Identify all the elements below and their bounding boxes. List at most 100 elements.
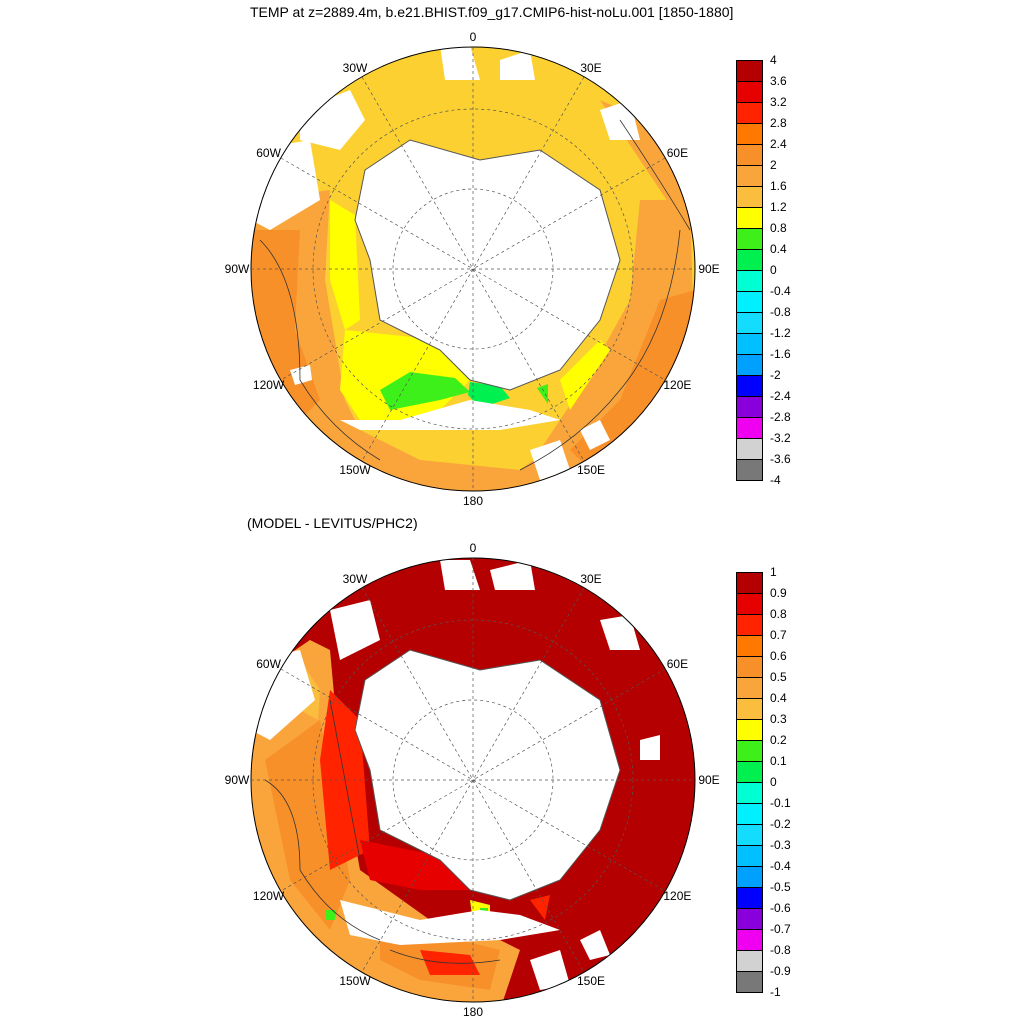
colorbar-label: 0.2 bbox=[770, 733, 787, 747]
colorbar-label: 2 bbox=[770, 158, 777, 172]
colorbar-swatch bbox=[736, 459, 763, 481]
colorbar-swatch bbox=[736, 249, 763, 271]
colorbar-swatch bbox=[736, 677, 763, 699]
longitude-label: 150W bbox=[339, 463, 371, 477]
colorbar-swatch bbox=[736, 782, 763, 804]
longitude-label: 120E bbox=[663, 889, 691, 903]
colorbar-swatch bbox=[736, 593, 763, 615]
colorbar-swatch bbox=[736, 614, 763, 636]
colorbar-label: -0.1 bbox=[770, 796, 791, 810]
colorbar-swatch bbox=[736, 417, 763, 439]
colorbar-swatch bbox=[736, 102, 763, 124]
colorbar-swatch bbox=[736, 144, 763, 166]
colorbar-label: -0.8 bbox=[770, 943, 791, 957]
colorbar-label: 1 bbox=[770, 565, 777, 579]
longitude-label: 60E bbox=[667, 146, 688, 160]
colorbar-label: 0.3 bbox=[770, 712, 787, 726]
colorbar-label: 0.8 bbox=[770, 607, 787, 621]
colorbar-swatch bbox=[736, 438, 763, 460]
longitude-label: 150E bbox=[577, 974, 605, 988]
colorbar-label: 0 bbox=[770, 775, 777, 789]
colorbar-swatch bbox=[736, 971, 763, 993]
longitude-label: 60E bbox=[667, 657, 688, 671]
colorbar-label: -0.4 bbox=[770, 284, 791, 298]
colorbar-swatch bbox=[736, 698, 763, 720]
colorbar-temperature: 4 3.6 3.2 2.8 2.4 2 1.6 1.2 0.8 0.4 0 -0.4 -0.8 -1.2 -… bbox=[736, 53, 816, 487]
colorbar-label: -0.6 bbox=[770, 901, 791, 915]
colorbar-swatch bbox=[736, 719, 763, 741]
longitude-label: 90W bbox=[225, 262, 250, 276]
colorbar-swatch bbox=[736, 761, 763, 783]
longitude-label: 90E bbox=[698, 773, 719, 787]
colorbar-label: 2.8 bbox=[770, 116, 787, 130]
longitude-label: 90W bbox=[225, 773, 250, 787]
longitude-label: 30E bbox=[580, 572, 601, 586]
longitude-label: 150W bbox=[339, 974, 371, 988]
colorbar-swatch bbox=[736, 950, 763, 972]
colorbar-label: -0.3 bbox=[770, 838, 791, 852]
colorbar-swatch bbox=[736, 81, 763, 103]
colorbar-swatch bbox=[736, 845, 763, 867]
longitude-label: 30W bbox=[343, 61, 368, 75]
colorbar-swatch bbox=[736, 866, 763, 888]
colorbar-label: 1.2 bbox=[770, 200, 787, 214]
colorbar-swatch bbox=[736, 572, 763, 594]
colorbar-label: 0.9 bbox=[770, 586, 787, 600]
colorbar-swatch bbox=[736, 635, 763, 657]
colorbar-swatch bbox=[736, 887, 763, 909]
colorbar-swatch bbox=[736, 396, 763, 418]
longitude-label: 0 bbox=[470, 541, 477, 555]
colorbar-label: -3.6 bbox=[770, 452, 791, 466]
colorbar-label: -0.5 bbox=[770, 880, 791, 894]
colorbar-swatch bbox=[736, 333, 763, 355]
colorbar-swatch bbox=[736, 186, 763, 208]
colorbar-label: 0.5 bbox=[770, 670, 787, 684]
colorbar-label: -0.7 bbox=[770, 922, 791, 936]
longitude-label: 180 bbox=[463, 1005, 483, 1019]
map-title-bottom: (MODEL - LEVITUS/PHC2) bbox=[247, 515, 418, 531]
colorbar-label: 2.4 bbox=[770, 137, 787, 151]
colorbar-label: -0.9 bbox=[770, 964, 791, 978]
colorbar-swatch bbox=[736, 123, 763, 145]
colorbar-label: -0.8 bbox=[770, 305, 791, 319]
colorbar-swatch bbox=[736, 656, 763, 678]
colorbar-swatch bbox=[736, 270, 763, 292]
colorbar-label: 3.6 bbox=[770, 74, 787, 88]
colorbar-label: 0.7 bbox=[770, 628, 787, 642]
colorbar-label: -2.4 bbox=[770, 389, 791, 403]
colorbar-label: 0.8 bbox=[770, 221, 787, 235]
colorbar-swatch bbox=[736, 824, 763, 846]
colorbar-label: -0.2 bbox=[770, 817, 791, 831]
map-title-top: TEMP at z=2889.4m, b.e21.BHIST.f09_g17.C… bbox=[250, 4, 734, 20]
colorbar-swatch bbox=[736, 291, 763, 313]
colorbar-swatch bbox=[736, 228, 763, 250]
colorbar-swatch bbox=[736, 803, 763, 825]
colorbar-label: 1.6 bbox=[770, 179, 787, 193]
colorbar-swatch bbox=[736, 60, 763, 82]
longitude-label: 30E bbox=[580, 61, 601, 75]
colorbar-swatch bbox=[736, 929, 763, 951]
colorbar-label: 0.1 bbox=[770, 754, 787, 768]
colorbar-label: -1.2 bbox=[770, 326, 791, 340]
colorbar-label: 4 bbox=[770, 53, 777, 67]
longitude-label: 120W bbox=[253, 378, 285, 392]
colorbar-swatch bbox=[736, 908, 763, 930]
colorbar-label: -1 bbox=[770, 985, 781, 999]
longitude-label: 90E bbox=[698, 262, 719, 276]
colorbar-label: 0.4 bbox=[770, 242, 787, 256]
longitude-label: 120E bbox=[663, 378, 691, 392]
colorbar-swatch bbox=[736, 207, 763, 229]
longitude-label: 150E bbox=[577, 463, 605, 477]
colorbar-swatch bbox=[736, 354, 763, 376]
colorbar-label: 0 bbox=[770, 263, 777, 277]
colorbar-label: -4 bbox=[770, 473, 781, 487]
colorbar-label: -2.8 bbox=[770, 410, 791, 424]
colorbar-label: 0.4 bbox=[770, 691, 787, 705]
polar-map-temperature: 0 30E 60E 90E 120E 150E 180 150W 120W 90W 60W 30W bbox=[225, 30, 720, 508]
colorbar-swatch bbox=[736, 165, 763, 187]
colorbar-difference: 1 0.9 0.8 0.7 0.6 0.5 0.4 0.3 0.2 0.1 0 -0.1 -0.2 -0.… bbox=[736, 565, 816, 999]
colorbar-label: -1.6 bbox=[770, 347, 791, 361]
longitude-label: 60W bbox=[256, 146, 281, 160]
longitude-label: 120W bbox=[253, 889, 285, 903]
